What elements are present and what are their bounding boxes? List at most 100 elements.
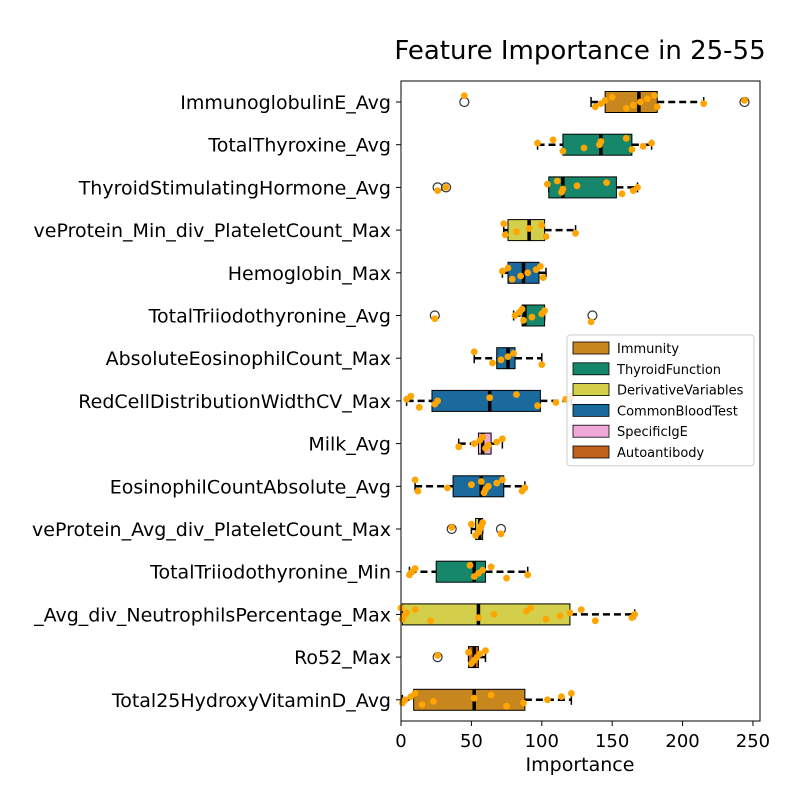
data-point <box>741 97 748 104</box>
feature-row <box>500 219 579 242</box>
data-point <box>542 615 550 623</box>
y-tick-label: ImmunoglobulinE_Avg <box>180 92 391 114</box>
data-point <box>608 93 616 101</box>
y-tick-label: veProtein_Min_div_PlateletCount_Max <box>34 220 391 242</box>
data-point <box>476 650 484 658</box>
data-point <box>556 612 564 620</box>
data-point <box>648 139 655 147</box>
data-point <box>470 694 478 702</box>
data-point <box>444 484 451 492</box>
data-point <box>431 315 439 323</box>
data-point <box>407 392 415 400</box>
data-point <box>629 101 637 109</box>
data-point <box>498 435 506 443</box>
data-point <box>603 179 610 187</box>
data-point <box>622 105 630 112</box>
box <box>431 389 541 412</box>
y-tick-label: Ro52_Max <box>294 647 391 669</box>
data-point <box>498 267 506 275</box>
data-point <box>580 144 588 152</box>
x-axis: 0 50 100 150 200 250 <box>395 721 770 752</box>
data-point <box>411 606 419 613</box>
data-point <box>521 484 529 492</box>
data-point <box>465 648 472 656</box>
x-tick-label: 100 <box>525 731 559 752</box>
feature-row <box>406 560 532 583</box>
data-point <box>572 229 579 237</box>
data-point <box>477 478 485 485</box>
data-point <box>508 275 516 283</box>
data-point <box>497 530 505 538</box>
y-tick-label: _Avg_div_NeutrophilsPercentage_Max <box>33 604 391 626</box>
feature-row <box>470 347 546 370</box>
data-point <box>493 438 501 446</box>
data-point <box>489 359 496 367</box>
data-point <box>411 565 419 572</box>
data-point <box>587 318 595 326</box>
data-point <box>534 139 541 147</box>
y-tick-label: AbsoluteEosinophilCount_Max <box>106 348 391 370</box>
data-point <box>518 305 526 313</box>
data-point <box>559 147 567 155</box>
data-point <box>429 698 437 705</box>
data-point <box>501 231 509 239</box>
outlier-marker <box>587 310 598 321</box>
data-point <box>475 614 482 621</box>
y-tick-label: EosinophilCountAbsolute_Avg <box>110 476 391 498</box>
data-point <box>493 479 501 487</box>
data-point <box>467 481 475 489</box>
data-point <box>643 95 651 103</box>
x-tick-label: 250 <box>736 731 770 752</box>
data-point <box>513 228 520 236</box>
box <box>548 176 617 199</box>
data-point <box>573 182 581 190</box>
legend-label: DerivativeVariables <box>617 384 744 399</box>
y-axis: ImmunoglobulinE_Avg TotalThyroxine_Avg Thy… <box>32 92 401 712</box>
y-tick-label: Total25HydroxyVitaminD_Avg <box>111 690 391 712</box>
data-point <box>490 611 498 618</box>
data-point <box>467 520 475 528</box>
data-point <box>479 519 487 526</box>
data-point <box>479 566 487 574</box>
data-point <box>415 403 423 411</box>
data-point <box>460 92 468 99</box>
y-tick-label: TotalTriiodothyronine_Min <box>149 562 391 584</box>
data-point <box>482 647 489 655</box>
data-point <box>486 394 494 402</box>
data-point <box>639 142 647 150</box>
feature-row <box>432 646 489 669</box>
feature-row <box>403 389 575 412</box>
data-point <box>558 693 565 700</box>
y-tick-label: Milk_Avg <box>308 434 391 456</box>
data-point <box>504 264 512 272</box>
box <box>413 688 526 711</box>
data-point <box>544 180 551 188</box>
legend-label: SpecificIgE <box>617 425 688 440</box>
data-point <box>403 609 411 617</box>
data-point <box>434 187 442 195</box>
data-point <box>479 433 487 441</box>
box <box>452 475 505 498</box>
x-tick-label: 0 <box>395 731 406 752</box>
feature-row <box>498 261 547 284</box>
data-point <box>591 103 599 111</box>
legend-swatch <box>572 383 610 397</box>
data-point <box>520 316 527 324</box>
x-tick-label: 200 <box>665 731 699 752</box>
y-tick-label: TotalThyroxine_Avg <box>207 135 391 157</box>
data-point <box>597 138 605 145</box>
y-tick-label: veProtein_Avg_div_PlateletCount_Max <box>32 519 391 541</box>
data-point <box>503 702 510 710</box>
data-point <box>484 482 492 490</box>
data-point <box>411 690 419 697</box>
feature-row <box>446 518 507 540</box>
x-tick-label: 50 <box>460 731 483 752</box>
data-point <box>542 233 550 240</box>
data-point <box>487 563 495 571</box>
outlier-marker <box>440 182 452 193</box>
x-axis-label: Importance <box>526 754 635 776</box>
y-tick-label: TotalTriiodothyronine_Avg <box>148 306 391 328</box>
feature-row <box>411 475 529 498</box>
legend-label: Autoantibody <box>617 446 705 461</box>
